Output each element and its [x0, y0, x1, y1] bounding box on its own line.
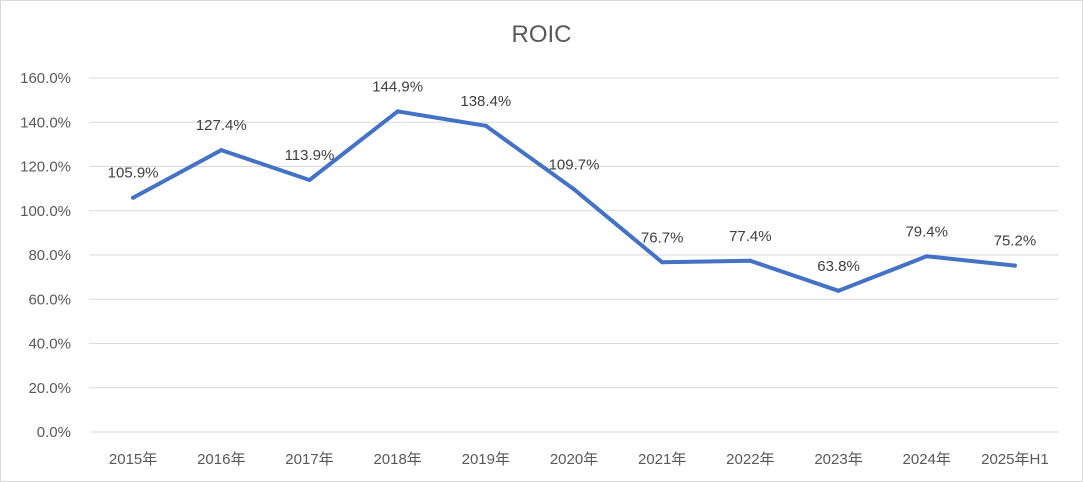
x-tick-label: 2021年 [638, 451, 686, 468]
x-tick-label: 2019年 [462, 451, 510, 468]
data-point [924, 254, 929, 259]
x-tick-label: 2016年 [197, 451, 245, 468]
data-label: 63.8% [817, 258, 860, 275]
x-tick-label: 2018年 [373, 451, 421, 468]
data-point [219, 148, 224, 153]
data-point [307, 177, 312, 182]
data-point [1012, 263, 1017, 268]
data-point [483, 123, 488, 128]
chart-title: ROIC [511, 21, 572, 48]
data-label: 75.2% [994, 233, 1037, 250]
x-tick-label: 2024年 [903, 451, 951, 468]
x-tick-label: 2023年 [814, 451, 862, 468]
x-tick-label: 2020年 [550, 451, 598, 468]
data-label: 127.4% [196, 117, 247, 134]
data-label: 144.9% [372, 78, 423, 95]
data-point [660, 260, 665, 265]
x-tick-label: 2015年 [109, 451, 157, 468]
data-point [836, 288, 841, 293]
data-label: 77.4% [729, 228, 772, 245]
x-tick-label: 2022年 [726, 451, 774, 468]
y-tick-label: 80.0% [28, 247, 71, 264]
data-point [131, 195, 136, 200]
y-tick-label: 60.0% [28, 291, 71, 308]
series-line [131, 109, 1017, 293]
data-point [572, 187, 576, 192]
y-tick-label: 40.0% [28, 336, 71, 353]
data-label: 109.7% [549, 156, 600, 173]
data-point [748, 258, 753, 263]
y-tick-label: 100.0% [20, 203, 71, 220]
y-tick-label: 20.0% [28, 380, 71, 397]
data-point [395, 109, 400, 114]
data-label: 76.7% [641, 229, 684, 246]
x-tick-label: 2025年H1 [981, 451, 1049, 468]
data-label: 105.9% [108, 165, 159, 182]
y-tick-label: 0.0% [37, 424, 71, 441]
data-label: 79.4% [905, 223, 948, 240]
y-tick-label: 140.0% [20, 114, 71, 131]
x-tick-label: 2017年 [285, 451, 333, 468]
y-tick-label: 160.0% [20, 70, 71, 87]
y-tick-label: 120.0% [20, 159, 71, 176]
data-label: 113.9% [285, 147, 335, 164]
data-label: 138.4% [460, 93, 511, 110]
